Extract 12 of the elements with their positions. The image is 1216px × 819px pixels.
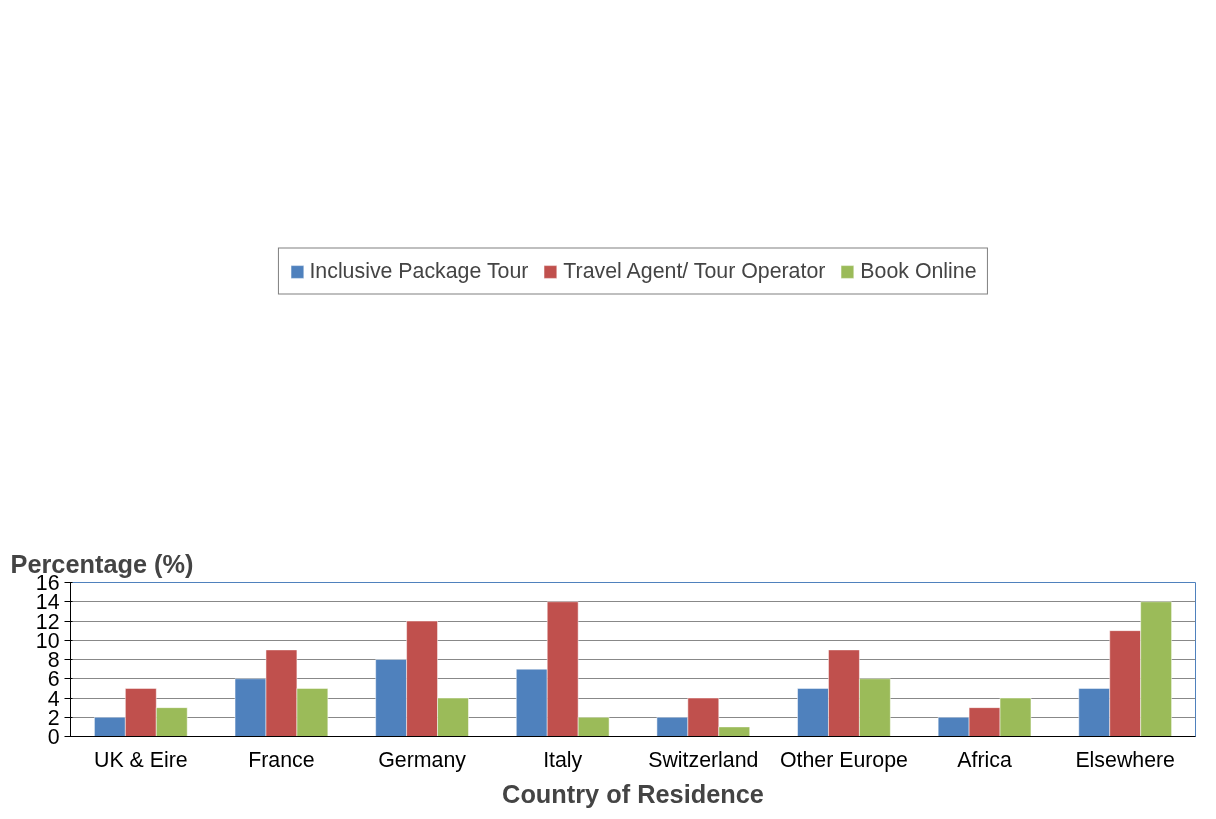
x-tick-label: Other Europe bbox=[779, 747, 908, 772]
x-tick-label: Elsewhere bbox=[1075, 747, 1175, 772]
x-tick-label: Germany bbox=[378, 747, 467, 772]
x-tick-label: Africa bbox=[957, 747, 1012, 772]
x-tick-label: France bbox=[248, 747, 315, 772]
legend-label: Inclusive Package Tour bbox=[309, 258, 529, 284]
legend-label: Travel Agent/ Tour Operator bbox=[563, 258, 826, 284]
x-tick-label: UK & Eire bbox=[94, 747, 188, 772]
x-axis-title: Country of Residence bbox=[502, 779, 764, 808]
legend-label: Book Online bbox=[860, 258, 977, 284]
x-tick-label: Italy bbox=[543, 747, 583, 772]
x-tick-label: Switzerland bbox=[648, 747, 759, 772]
